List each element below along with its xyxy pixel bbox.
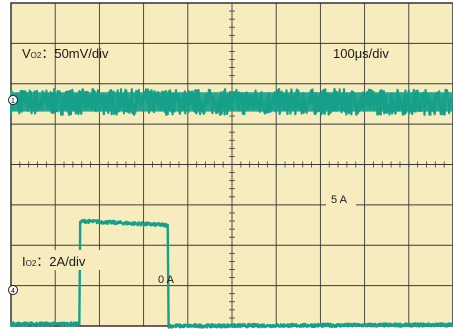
ch1-prefix: V (22, 46, 31, 61)
graticule (10, 2, 453, 327)
ch1-marker-number: 1 (11, 98, 15, 105)
level-high-label: 5 A (331, 194, 348, 206)
level-low-label: 0 A (158, 274, 175, 286)
ch4-prefix: I (22, 254, 26, 269)
ch4-scale: ：2A/div (36, 254, 86, 269)
timebase-label: 100μs/div (333, 46, 389, 61)
traces (9, 87, 453, 329)
ch1-subscript: O2 (31, 51, 42, 60)
level-high-label-bg (326, 190, 356, 206)
trace-vo2 (9, 87, 453, 116)
ch4-ground-marker: 4 (8, 285, 18, 295)
ch4-label-bg (16, 250, 120, 270)
ch1-scale: ：50mV/div (41, 46, 109, 61)
ch4-scale-label: IO2：2A/div (22, 254, 86, 269)
ch1-ground-marker: 1 (8, 95, 18, 105)
trace-io2 (9, 218, 453, 329)
ch4-marker-number: 4 (11, 288, 15, 295)
ch1-scale-label: VO2：50mV/div (22, 46, 109, 61)
ch4-subscript: O2 (26, 259, 37, 268)
